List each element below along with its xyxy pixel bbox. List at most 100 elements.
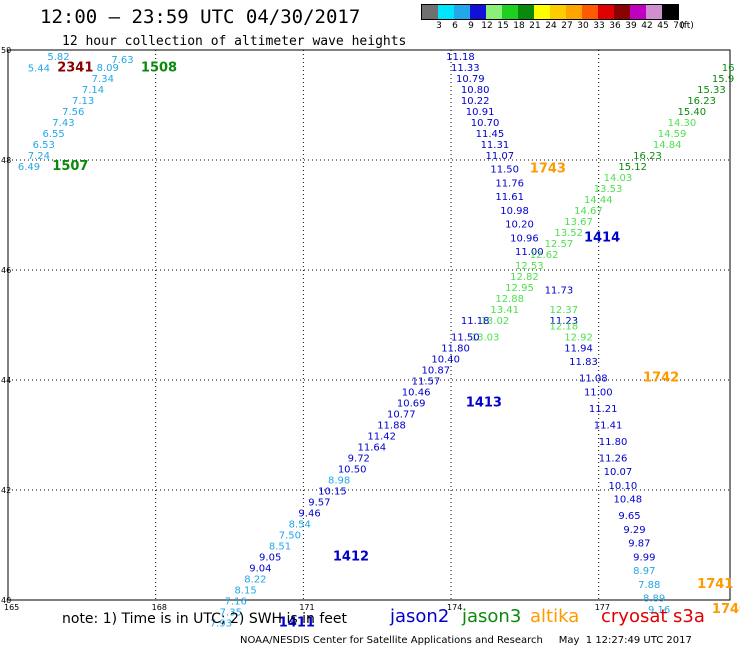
legend-swatch (566, 5, 582, 19)
wave-height-label: 10.77 (387, 409, 416, 420)
wave-height-label: 9.99 (633, 552, 655, 563)
wave-height-label: 11.26 (599, 453, 628, 464)
legend-color-bar (421, 4, 679, 20)
wave-height-label: 11.76 (495, 178, 524, 189)
wave-height-label: 10.96 (510, 233, 539, 244)
wave-height-label: 7.34 (92, 74, 114, 85)
wave-height-label: 11.50 (490, 165, 519, 176)
wave-height-label: 7.24 (28, 151, 50, 162)
mission-altika: altika (530, 606, 580, 627)
map-frame (7, 49, 731, 601)
wave-height-label: 11.18 (461, 316, 490, 327)
wave-height-label: 12.95 (505, 283, 534, 294)
lon-tick-label: 174 (447, 603, 462, 612)
legend-swatch (486, 5, 502, 19)
wave-height-label: 7.50 (279, 530, 301, 541)
wave-height-label: 8.89 (643, 594, 665, 605)
pass-time-label: 1413 (466, 395, 502, 410)
wave-height-label: 14.59 (658, 129, 687, 140)
lat-tick-label: 40 (1, 596, 11, 605)
wave-height-label: 11.61 (495, 192, 524, 203)
legend-swatch (422, 5, 438, 19)
wave-height-label: 13.03 (471, 332, 500, 343)
wave-height-label: 10.40 (431, 354, 460, 365)
wave-height-label: 11.45 (476, 129, 505, 140)
wave-height-label: 12.82 (510, 272, 539, 283)
wave-height-label: 16.23 (633, 151, 662, 162)
legend-swatch (470, 5, 486, 19)
wave-height-label: 12.92 (564, 332, 593, 343)
pass-time-label: 1743 (530, 162, 566, 177)
wave-height-label: 10.87 (421, 365, 450, 376)
pass-time-label: 1507 (52, 159, 88, 174)
mission-jason2: jason2 (390, 606, 450, 627)
legend-label: 36 (609, 21, 621, 31)
wave-height-label: 8.51 (269, 541, 291, 552)
wave-height-label: 7.16 (225, 596, 247, 607)
pass-time-label: 1742 (643, 371, 679, 386)
wave-height-label: 8.54 (289, 519, 311, 530)
wave-height-label: 10.98 (500, 206, 529, 217)
legend-swatch (518, 5, 534, 19)
wave-height-label: 10.15 (318, 486, 347, 497)
wave-height-label: 9.29 (623, 525, 645, 536)
page-title: 12:00 – 23:59 UTC 04/30/2017 (40, 6, 361, 28)
wave-height-label: 7.35 (220, 607, 242, 618)
pass-time-label: 1411 (279, 615, 315, 630)
wave-height-label: 16 (722, 63, 735, 74)
wave-height-label: 9.72 (348, 453, 370, 464)
footer-credit: NOAA/NESDIS Center for Satellite Applica… (240, 635, 692, 646)
wave-height-label: 9.57 (308, 497, 330, 508)
legend-label: 3 (436, 21, 442, 31)
wave-height-label: 7.56 (62, 107, 84, 118)
wave-height-label: 14.84 (653, 140, 682, 151)
wave-height-label: 14.44 (584, 195, 613, 206)
wave-height-label: 5.82 (47, 52, 69, 63)
legend-label: 30 (577, 21, 589, 31)
wave-height-label: 8.98 (328, 475, 350, 486)
wave-height-label: 11.41 (594, 420, 623, 431)
legend-label: 45 (657, 21, 669, 31)
legend-label: 21 (529, 21, 541, 31)
wave-height-label: 9.05 (259, 552, 281, 563)
wave-height-label: 11.23 (549, 316, 578, 327)
wave-height-label: 13.41 (490, 305, 519, 316)
legend-label: 33 (593, 21, 605, 31)
wave-height-label: 10.20 (505, 220, 534, 231)
wave-height-label: 7.43 (52, 118, 74, 129)
wave-height-label: 10.22 (461, 96, 490, 107)
wave-height-label: 12.88 (495, 294, 524, 305)
page-subtitle: 12 hour collection of altimeter wave hei… (62, 34, 407, 49)
wave-height-label: 9.46 (298, 508, 320, 519)
legend-swatch (534, 5, 550, 19)
wave-height-label: 11.57 (412, 376, 441, 387)
legend-label: 39 (625, 21, 637, 31)
wave-height-label: 14.03 (604, 173, 633, 184)
wave-height-label: 7.63 (111, 55, 133, 66)
legend-label: 27 (561, 21, 573, 31)
wave-height-legend: 3 6 9 12 15 18 21 24 27 30 33 36 39 42 45 70 (ft) (421, 4, 694, 32)
wave-height-label: 9.87 (628, 539, 650, 550)
wave-height-label: 8.22 (244, 574, 266, 585)
legend-swatch (502, 5, 518, 19)
wave-height-label: 9.16 (648, 605, 670, 616)
pass-time-label: 1412 (333, 549, 369, 564)
wave-height-label: 10.70 (471, 118, 500, 129)
wave-height-label: 15.40 (677, 107, 706, 118)
legend-swatch (582, 5, 598, 19)
wave-height-label: 10.79 (456, 74, 485, 85)
wave-height-label: 15.9 (712, 74, 734, 85)
pass-time-label: 1414 (584, 230, 620, 245)
mission-jason3: jason3 (462, 606, 522, 627)
legend-swatch (454, 5, 470, 19)
footer-note: note: 1) Time is in UTC; 2) SWH is in fe… (62, 611, 348, 627)
legend-label: 12 (481, 21, 493, 31)
wave-height-label: 7.14 (82, 85, 104, 96)
wave-height-label: 13.52 (554, 228, 583, 239)
wave-height-label: 12.18 (549, 321, 578, 332)
legend-swatch (614, 5, 630, 19)
legend-swatch (598, 5, 614, 19)
mission-cryosat: cryosat (601, 606, 668, 627)
pass-time-label: 1740 (712, 602, 740, 617)
wave-height-label: 7.13 (72, 96, 94, 107)
